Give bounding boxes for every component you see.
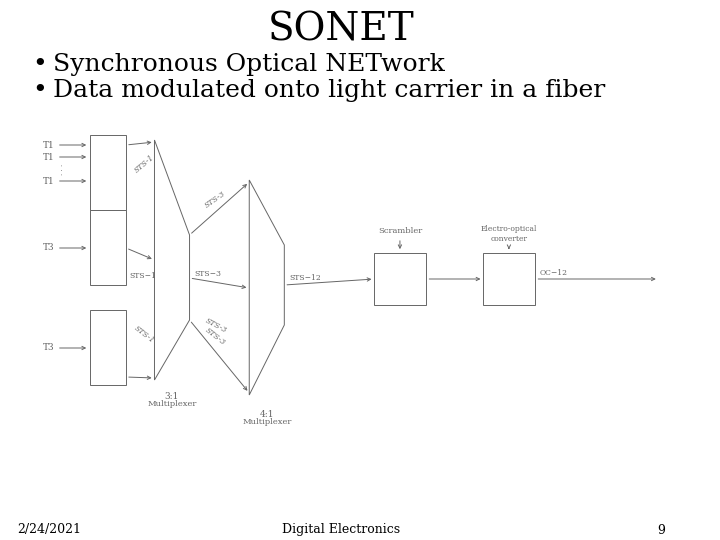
Text: T3: T3 bbox=[43, 343, 55, 353]
Text: Synchronous Optical NETwork: Synchronous Optical NETwork bbox=[53, 52, 445, 76]
Text: T1: T1 bbox=[43, 140, 55, 150]
Text: Data modulated onto light carrier in a fiber: Data modulated onto light carrier in a f… bbox=[53, 78, 606, 102]
Text: OC−12: OC−12 bbox=[539, 269, 567, 277]
Text: T1: T1 bbox=[43, 152, 55, 161]
Text: STS−3: STS−3 bbox=[194, 270, 221, 278]
Text: 3:1: 3:1 bbox=[165, 392, 179, 401]
Text: 2/24/2021: 2/24/2021 bbox=[17, 523, 81, 537]
Text: •: • bbox=[32, 78, 48, 102]
Text: •: • bbox=[32, 52, 48, 76]
Text: SONET: SONET bbox=[268, 11, 415, 49]
Text: converter: converter bbox=[490, 235, 528, 243]
Text: Electro-optical: Electro-optical bbox=[481, 225, 537, 233]
Bar bbox=[90, 210, 126, 285]
Text: STS−1: STS−1 bbox=[130, 272, 157, 280]
Bar bbox=[90, 310, 126, 385]
Text: T1: T1 bbox=[43, 177, 55, 186]
Text: STS−12: STS−12 bbox=[289, 274, 321, 282]
Text: STS-1: STS-1 bbox=[132, 154, 156, 175]
Text: · · ·: · · · bbox=[60, 164, 66, 174]
Bar bbox=[90, 135, 126, 210]
Bar bbox=[374, 253, 426, 305]
Text: STS-3: STS-3 bbox=[204, 326, 227, 347]
Bar bbox=[483, 253, 536, 305]
Text: T3: T3 bbox=[43, 244, 55, 253]
Text: 9: 9 bbox=[657, 523, 665, 537]
Polygon shape bbox=[249, 180, 284, 395]
Text: STS-3: STS-3 bbox=[204, 317, 228, 335]
Polygon shape bbox=[155, 140, 189, 380]
Text: Multiplexer: Multiplexer bbox=[242, 418, 292, 426]
Text: Scrambler: Scrambler bbox=[378, 227, 422, 235]
Text: Multiplexer: Multiplexer bbox=[148, 400, 197, 408]
Text: STS-1: STS-1 bbox=[132, 325, 156, 345]
Text: STS-3: STS-3 bbox=[204, 190, 228, 210]
Text: 4:1: 4:1 bbox=[259, 410, 274, 419]
Text: Digital Electronics: Digital Electronics bbox=[282, 523, 400, 537]
